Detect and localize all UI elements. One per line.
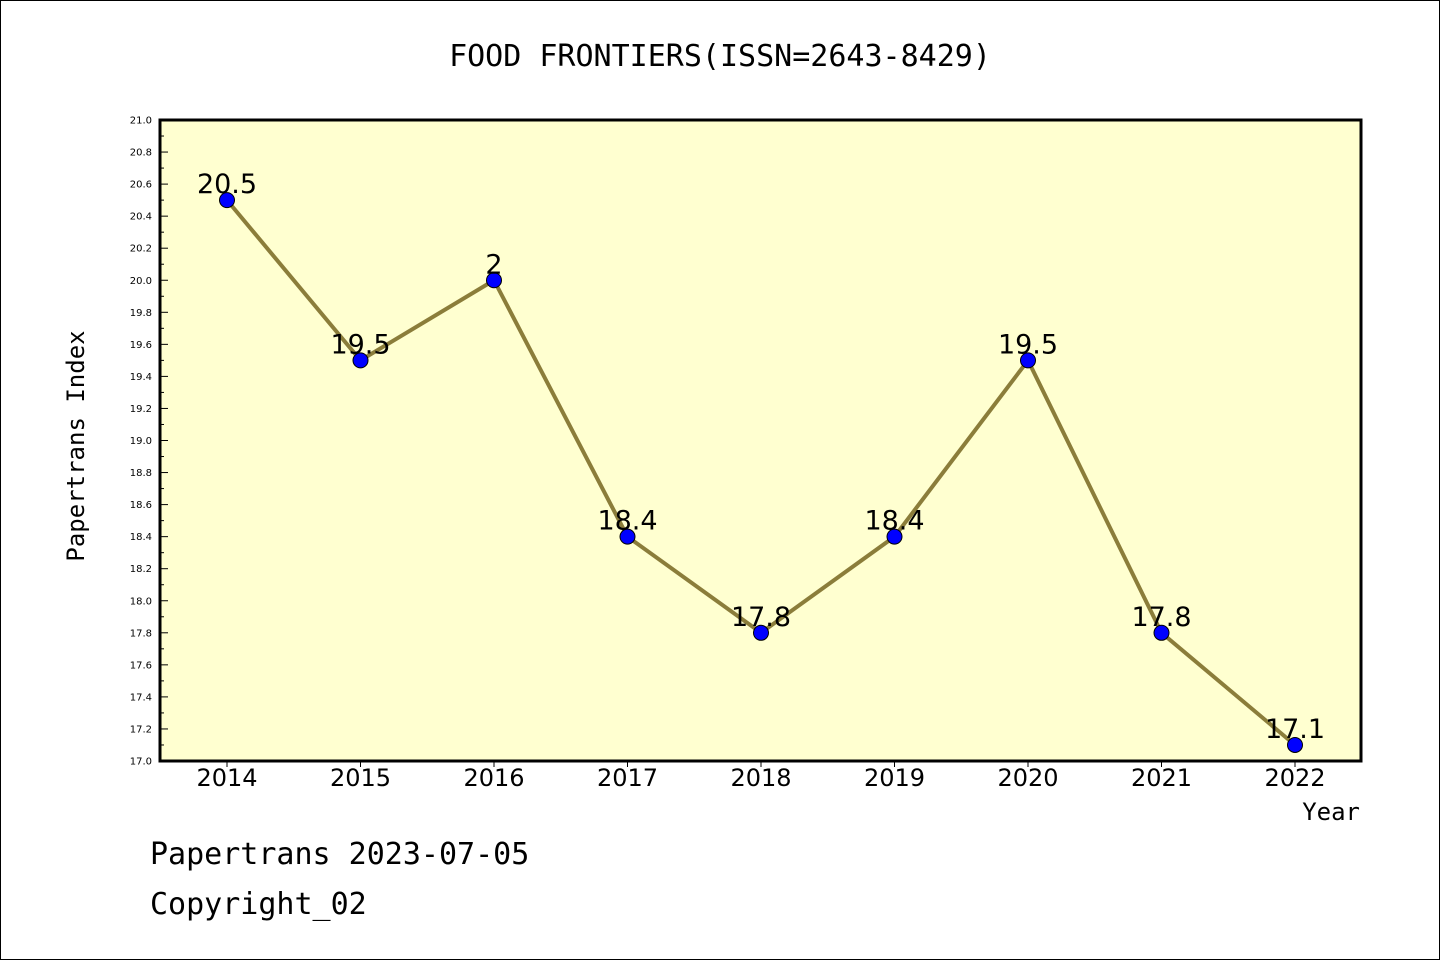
- plot-area: [158, 118, 1363, 763]
- data-point-marker: [619, 528, 636, 545]
- y-axis-label: Papertrans Index: [62, 330, 90, 561]
- data-point-label: 17.8: [1131, 602, 1191, 633]
- x-axis: 2014 2015 2016 2017 2018 2019 2020 2021 2022: [196, 761, 1326, 792]
- x-tick-label: 2015: [330, 764, 391, 792]
- data-point-marker: [352, 352, 369, 369]
- y-tick-label: 20.6: [130, 180, 152, 191]
- x-tick-label: 2016: [463, 764, 524, 792]
- y-axis: 17.0 17.2 17.4 17.6 17.8 18.0 18.2 18.4 18.6 18.8…: [130, 116, 168, 768]
- y-tick-label: 21.0: [130, 116, 152, 127]
- x-tick-label: 2014: [196, 764, 257, 792]
- y-tick-label: 17.4: [130, 692, 152, 703]
- data-point-marker: [1153, 624, 1170, 641]
- data-point-label: 20.5: [197, 169, 257, 200]
- y-tick-label: 18.8: [130, 468, 152, 479]
- y-tick-label: 17.0: [130, 757, 152, 768]
- data-point-marker: [753, 624, 769, 641]
- y-tick-label: 20.2: [130, 244, 152, 255]
- data-point-label: 17.1: [1265, 714, 1325, 745]
- x-tick-label: 2018: [730, 764, 791, 792]
- y-tick-label: 20.4: [130, 212, 152, 223]
- data-point-marker: [1287, 736, 1303, 753]
- x-tick-label: 2021: [1131, 764, 1192, 792]
- y-tick-label: 20.0: [130, 276, 152, 287]
- y-tick-label: 19.4: [130, 372, 152, 383]
- data-point-label: 19.5: [998, 329, 1058, 360]
- footer-copyright-text: Copyright_02: [150, 887, 367, 922]
- data-point-label: 18.4: [864, 506, 924, 537]
- y-tick-label: 19.8: [130, 308, 152, 319]
- x-tick-label: 2017: [597, 764, 658, 792]
- data-point-marker: [219, 192, 235, 209]
- data-point-label: 17.8: [731, 602, 791, 633]
- y-tick-label: 17.6: [130, 660, 152, 671]
- data-point-marker: [486, 272, 502, 289]
- y-tick-label: 19.0: [130, 436, 152, 447]
- data-point-label: 18.4: [597, 506, 657, 537]
- y-tick-label: 18.4: [130, 532, 152, 543]
- x-tick-label: 2020: [997, 764, 1058, 792]
- x-tick-label: 2022: [1264, 764, 1325, 792]
- x-axis-label: Year: [1302, 798, 1360, 826]
- y-tick-label: 19.6: [130, 340, 152, 351]
- data-point-label: 19.5: [330, 329, 390, 360]
- y-tick-label: 19.2: [130, 404, 152, 415]
- y-tick-label: 20.8: [130, 148, 152, 159]
- footer-date-text: Papertrans 2023-07-05: [150, 837, 529, 872]
- data-point-marker: [1020, 352, 1036, 369]
- x-tick-label: 2019: [864, 764, 925, 792]
- y-tick-label: 18.2: [130, 564, 152, 575]
- y-tick-label: 18.6: [130, 500, 152, 511]
- y-tick-label: 17.2: [130, 724, 152, 735]
- series-group: 20.5 19.5 2 18.4 17.8 18.4 19.5 17.8 17.1: [197, 169, 1325, 753]
- y-tick-label: 17.8: [130, 628, 152, 639]
- data-point-marker: [886, 528, 903, 545]
- chart-title: FOOD FRONTIERS(ISSN=2643-8429): [449, 39, 991, 74]
- data-point-label: 2: [485, 249, 502, 280]
- y-tick-label: 18.0: [130, 596, 152, 607]
